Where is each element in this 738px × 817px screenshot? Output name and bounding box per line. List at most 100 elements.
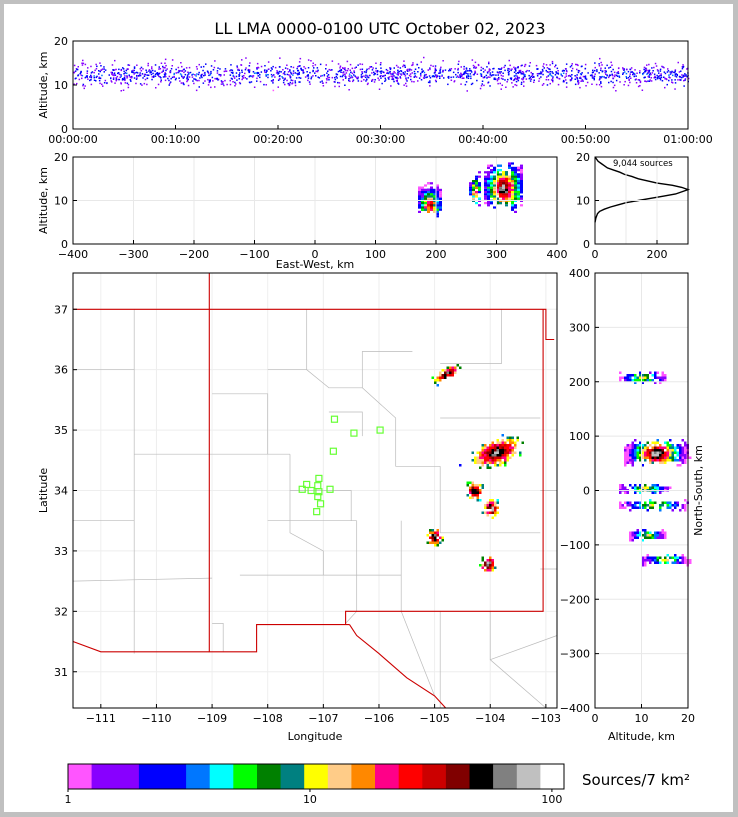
time-height-point [133, 73, 135, 75]
time-height-point [530, 78, 533, 80]
time-height-point [309, 71, 311, 74]
time-height-point [342, 74, 344, 77]
plan-view-source [514, 451, 517, 454]
time-height-point [399, 76, 401, 78]
time-height-point [520, 81, 523, 84]
time-height-point [141, 84, 143, 86]
time-height-point [300, 67, 302, 70]
ns-height-point [641, 534, 644, 537]
ew-height-point [514, 177, 517, 180]
ew-height-point [487, 175, 490, 178]
time-height-point [278, 78, 281, 80]
plan-view-source [491, 449, 494, 452]
time-height-point [686, 76, 688, 78]
ns-height-point [656, 536, 659, 539]
plan-view-source [494, 449, 497, 452]
time-height-point [312, 69, 314, 72]
time-height-point [434, 65, 437, 67]
time-height-point [264, 71, 266, 73]
ns-height-point [684, 449, 687, 452]
plan-view-source [499, 446, 502, 449]
ew-height-point [490, 188, 493, 191]
ns-height-point [656, 534, 659, 537]
ew-height-point [493, 206, 496, 209]
plan-view-source [429, 541, 432, 544]
time-height-point [173, 76, 175, 78]
time-height-point [397, 83, 400, 85]
ns-height-point [629, 509, 632, 512]
time-height-point [569, 79, 572, 81]
time-height-point [674, 73, 677, 75]
time-height-point [515, 72, 517, 75]
ns-height-point [639, 374, 642, 377]
time-height-point [441, 74, 443, 76]
ns-height-point [681, 446, 684, 449]
ns-height-points [619, 371, 692, 567]
ns-height-point [649, 559, 652, 562]
time-height-point [290, 66, 292, 68]
time-height-point [90, 72, 93, 74]
ns-height-point [664, 459, 667, 462]
time-height-point [545, 69, 547, 72]
plan-view-source [474, 484, 477, 487]
ew-height-point [505, 180, 508, 183]
time-height-point [131, 71, 133, 73]
ns-height-point [656, 531, 659, 534]
plan-view-source [474, 461, 477, 464]
time-tick-label: 00:50:00 [561, 133, 610, 146]
time-height-point [569, 79, 572, 82]
time-height-point [380, 72, 382, 74]
time-height-point [649, 72, 651, 74]
time-height-point [671, 79, 673, 81]
ew-height-point [421, 208, 424, 211]
latitude-label: Latitude [37, 468, 50, 514]
time-height-point [167, 77, 169, 80]
time-height-point [623, 84, 625, 86]
ns-height-point [636, 529, 639, 532]
ew-height-point [436, 193, 439, 196]
time-height-point [308, 81, 311, 83]
ns-height-point [639, 491, 642, 494]
time-height-point [504, 69, 506, 72]
ns-altitude-label: Altitude, km [608, 730, 675, 743]
time-height-point [360, 76, 363, 78]
time-height-point [188, 66, 191, 69]
time-height-point [284, 67, 287, 69]
ew-height-point [499, 182, 502, 185]
time-height-point [165, 64, 167, 67]
time-height-point [398, 70, 400, 73]
ns-height-point [649, 501, 652, 504]
plan-view-source [481, 566, 484, 569]
time-height-point [580, 77, 582, 80]
hist-tick-label: 200 [647, 248, 668, 261]
time-height-point [522, 78, 524, 81]
time-height-point [354, 75, 356, 77]
plan-view-source [511, 451, 514, 454]
ew-height-point [439, 191, 442, 194]
plan-view-source [441, 539, 444, 542]
time-height-point [463, 65, 465, 68]
time-height-point [320, 75, 322, 77]
ns-height-point [669, 451, 672, 454]
ns-height-point [654, 486, 657, 489]
ew-height-point [493, 188, 496, 191]
time-height-point [328, 79, 330, 81]
time-height-point [282, 81, 285, 84]
time-height-point [191, 74, 193, 76]
lon-tick-label: −106 [364, 712, 394, 725]
ew-height-point [421, 204, 424, 207]
ns-height-point [674, 504, 677, 507]
time-height-point [580, 65, 583, 68]
ew-height-point [487, 171, 490, 174]
plan-view-source [506, 459, 509, 462]
time-height-point [113, 72, 116, 74]
time-height-point [165, 69, 167, 72]
ns-height-point [671, 561, 674, 564]
time-height-point [551, 77, 554, 80]
plan-view-source [431, 534, 434, 537]
time-height-point [101, 74, 103, 77]
ew-height-point [433, 202, 436, 205]
ew-height-point [424, 206, 427, 209]
ew-height-point [511, 166, 514, 169]
time-height-point [110, 80, 112, 82]
